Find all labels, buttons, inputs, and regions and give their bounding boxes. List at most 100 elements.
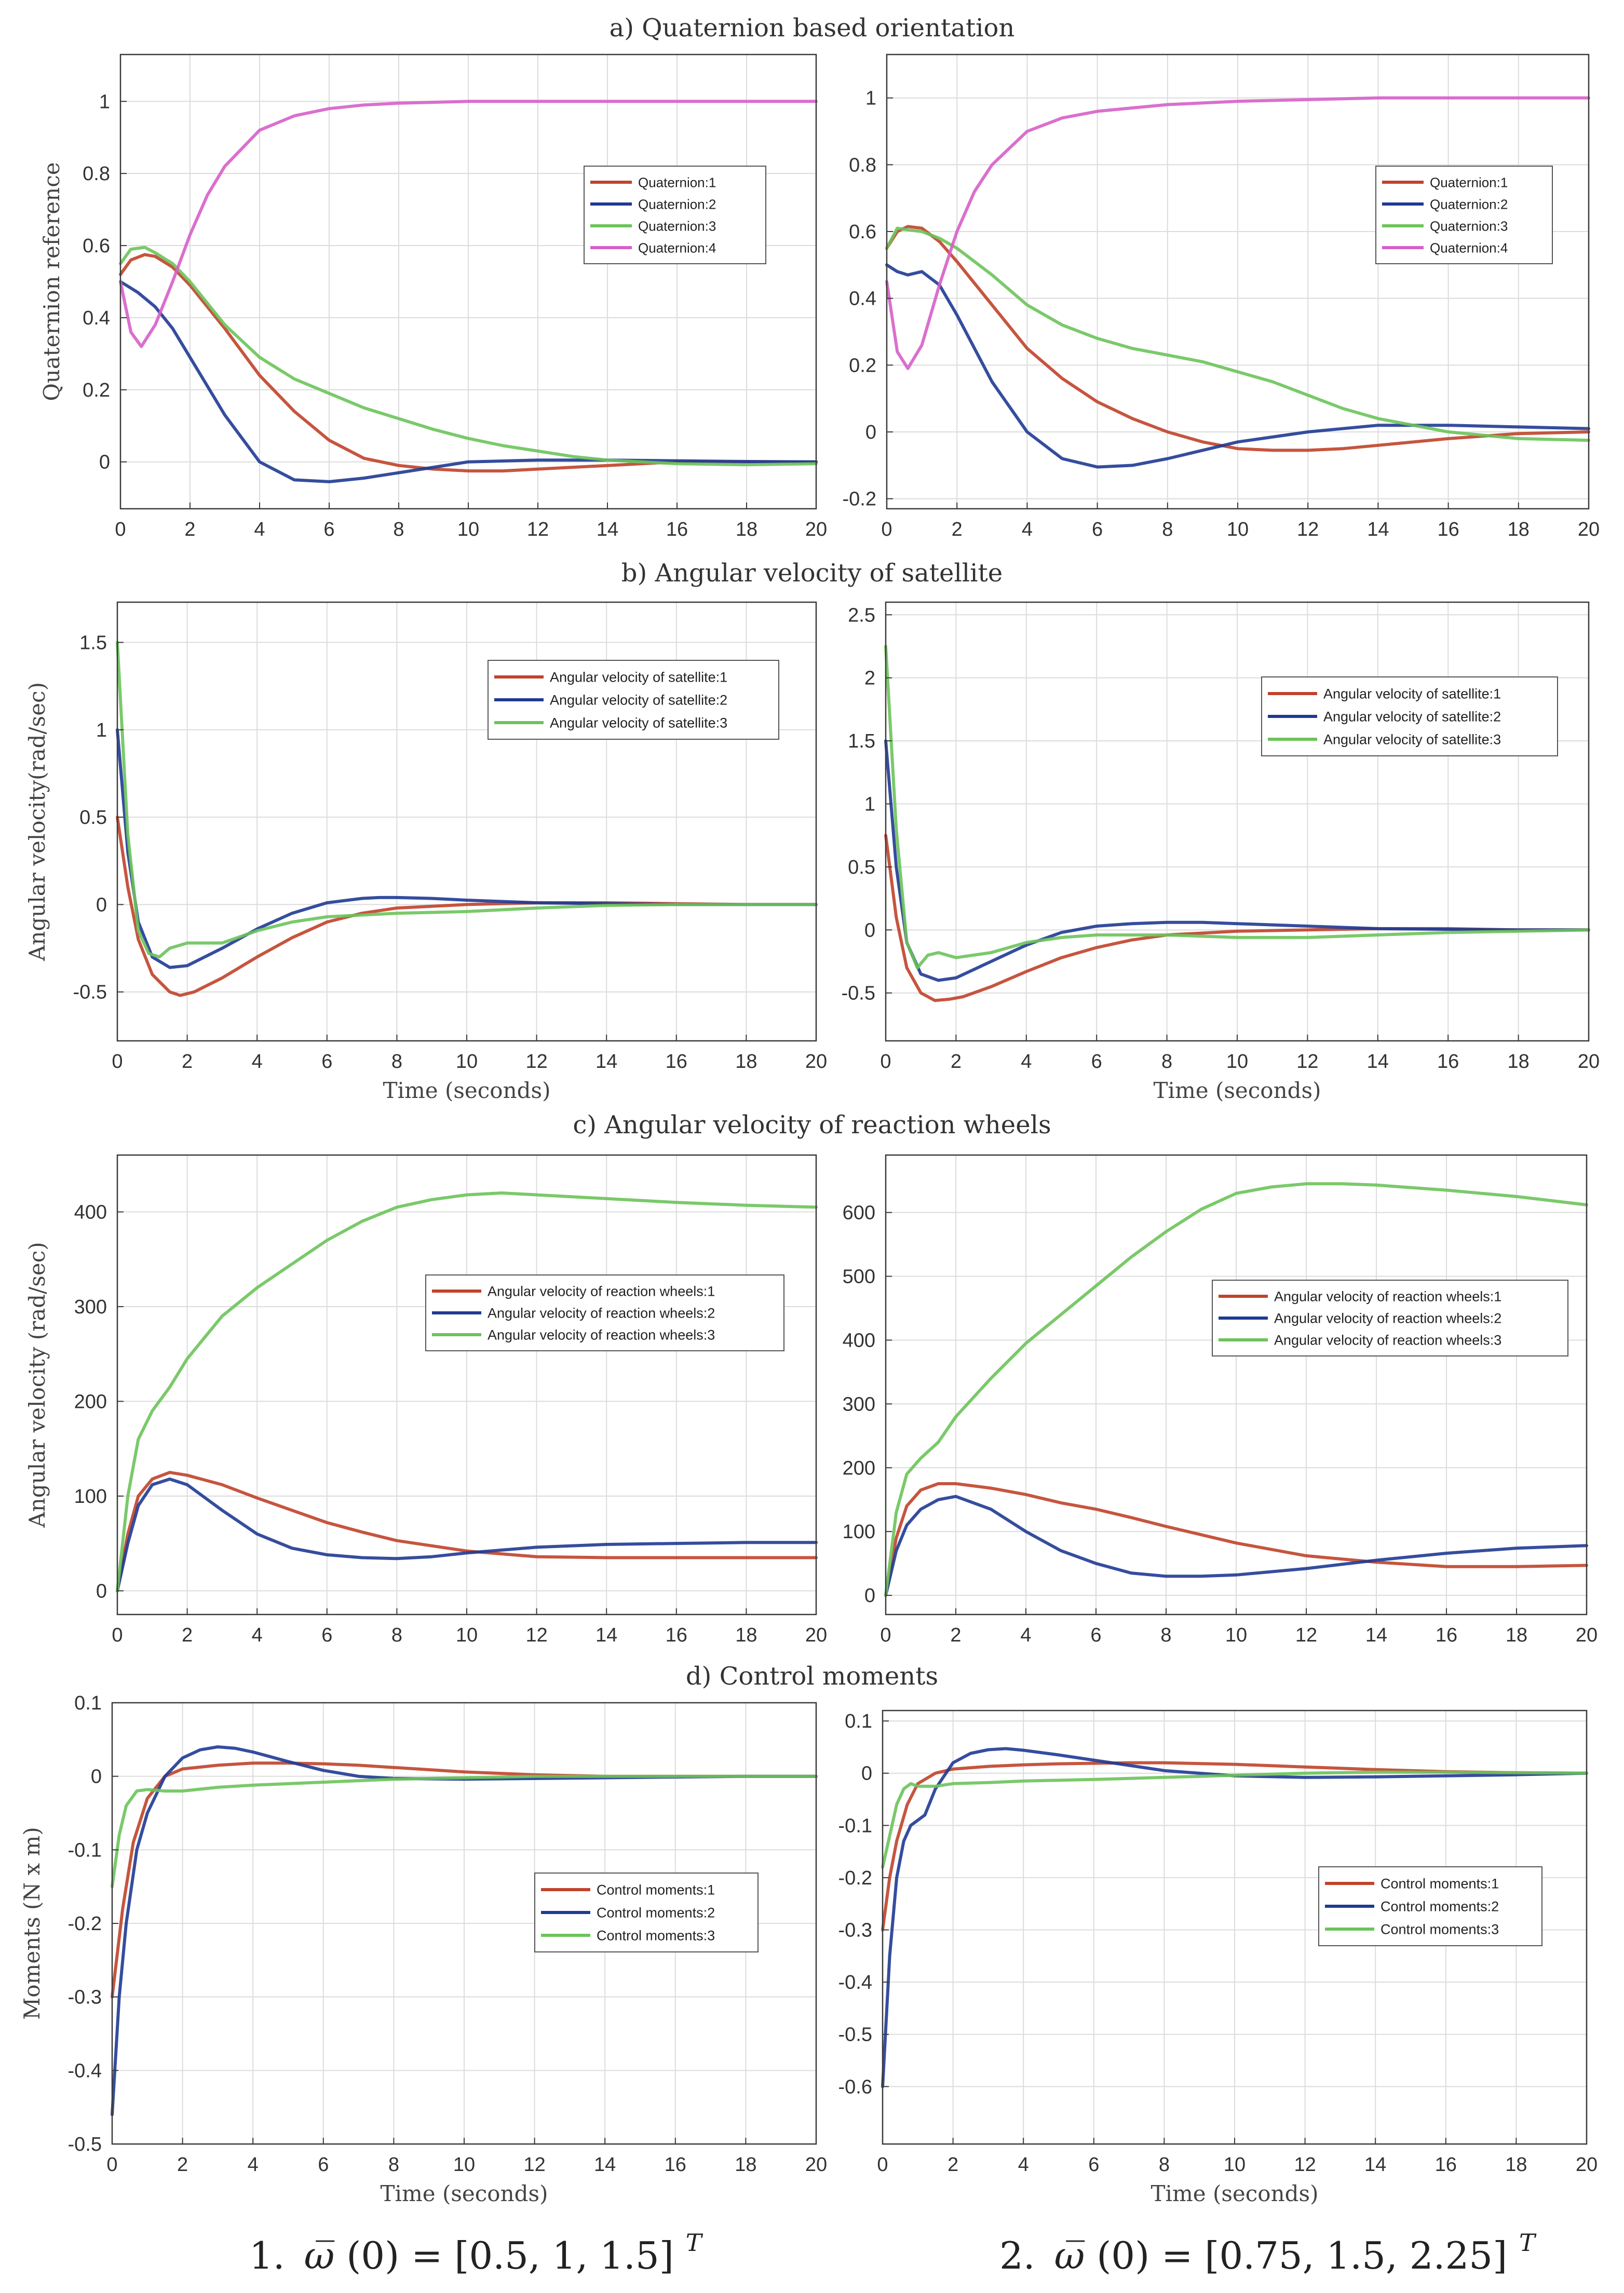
x-tick-label: 20 <box>1578 519 1600 540</box>
legend-label: Angular velocity of satellite:3 <box>550 715 727 731</box>
x-tick-label: 14 <box>1365 1624 1387 1646</box>
legend: Angular velocity of satellite:1 Angular v… <box>488 660 779 740</box>
legend-label: Quaternion:2 <box>638 196 716 212</box>
x-tick-label: 0 <box>115 519 126 540</box>
y-tick-label: 0.2 <box>83 379 110 401</box>
x-tick-label: 10 <box>1225 1624 1247 1646</box>
y-tick-label: -0.5 <box>73 982 107 1003</box>
x-tick-label: 16 <box>1435 2154 1457 2176</box>
x-tick-label: 8 <box>391 1624 402 1646</box>
y-tick-label: 200 <box>843 1457 875 1479</box>
series-line-3 <box>884 1182 1588 1597</box>
x-tick-label: 0 <box>880 1051 891 1073</box>
x-tick-label: 20 <box>1576 2154 1598 2176</box>
series-line-3 <box>111 1774 818 1889</box>
x-tick-label: 16 <box>1437 519 1459 540</box>
y-tick-label: 0 <box>865 422 876 443</box>
x-tick-label: 16 <box>1437 1051 1459 1073</box>
x-tick-label: 8 <box>1161 1051 1172 1073</box>
chart-d1: 0 2 4 6 8 10 12 14 16 18 20 -0.5 -0.4 -0.3 -0.2 -0.1 0 0.… <box>19 1692 827 2206</box>
legend-label: Angular velocity of reaction wheels:2 <box>1274 1311 1501 1326</box>
x-tick-label: 18 <box>1508 519 1530 540</box>
series-line-2 <box>884 739 1590 982</box>
x-tick-label: 14 <box>594 2154 616 2176</box>
legend-label: Quaternion:4 <box>1430 240 1508 255</box>
series-line-1 <box>116 1471 818 1593</box>
x-tick-label: 4 <box>1018 2154 1029 2176</box>
series-line-2 <box>885 263 1590 469</box>
x-axis-label: Time (seconds) <box>1151 2181 1319 2206</box>
x-tick-label: 18 <box>735 2154 756 2176</box>
x-tick-label: 20 <box>805 1624 827 1646</box>
y-tick-label: 1.5 <box>79 632 107 654</box>
x-tick-label: 14 <box>596 1624 617 1646</box>
legend-label: Angular velocity of satellite:2 <box>1323 709 1501 725</box>
x-tick-label: 2 <box>177 2154 188 2176</box>
legend: Quaternion:1 Quaternion:2 Quaternion:3 Quat… <box>1375 166 1553 264</box>
y-tick-label: 0.6 <box>849 221 876 243</box>
x-tick-label: 20 <box>805 519 827 540</box>
y-tick-label: 300 <box>74 1296 107 1318</box>
chart-a2: 0 2 4 6 8 10 12 14 16 18 20-0.200.20.40.60.81Quate… <box>843 53 1600 540</box>
legend-label: Control moments:1 <box>597 1882 715 1898</box>
x-axis-label: Time (seconds) <box>1154 1078 1321 1103</box>
x-tick-label: 4 <box>1021 1051 1032 1073</box>
x-tick-label: 14 <box>1367 1051 1389 1073</box>
x-tick-label: 12 <box>525 1624 547 1646</box>
section-title-b: b) Angular velocity of satellite <box>621 559 1003 588</box>
y-tick-label: -0.6 <box>838 2076 872 2098</box>
y-axis-label: Angular velocity (rad/sec) <box>24 1242 50 1528</box>
x-tick-label: 10 <box>1226 1051 1248 1073</box>
chart-c2: 0 2 4 6 8 10 12 14 16 18 200100200300400500600Angu… <box>843 1154 1598 1646</box>
y-tick-label: -0.5 <box>842 983 875 1005</box>
y-tick-label: 2 <box>864 668 875 689</box>
x-tick-label: 4 <box>1020 1624 1031 1646</box>
series-line-1 <box>119 253 818 473</box>
caption-right-number: 2. <box>999 2234 1035 2277</box>
x-tick-label: 4 <box>252 1624 263 1646</box>
x-axis-label: Time (seconds) <box>383 1078 551 1103</box>
x-tick-label: 0 <box>880 1624 891 1646</box>
legend-box <box>1212 1280 1568 1356</box>
x-tick-label: 16 <box>666 1624 687 1646</box>
caption-right: 2. ω̅ (0) = [0.75, 1.5, 2.25] T <box>999 2229 1537 2277</box>
x-tick-label: 8 <box>1160 1624 1171 1646</box>
x-tick-label: 0 <box>112 1624 123 1646</box>
legend: Control moments:1 Control moments:2 Contro… <box>534 1873 759 1952</box>
y-tick-label: 1 <box>864 794 875 816</box>
x-tick-label: 6 <box>321 1624 332 1646</box>
caption-left-superscript: T <box>686 2229 703 2257</box>
legend-label: Angular velocity of satellite:1 <box>1323 686 1501 702</box>
x-tick-label: 0 <box>106 2154 117 2176</box>
y-tick-label: 400 <box>74 1201 107 1223</box>
legend-label: Quaternion:4 <box>638 240 716 255</box>
x-tick-label: 12 <box>525 1051 547 1073</box>
y-tick-label: -0.4 <box>68 2060 102 2082</box>
x-tick-label: 14 <box>597 519 618 540</box>
x-tick-label: 16 <box>666 519 688 540</box>
y-tick-label: -0.3 <box>68 1987 102 2009</box>
x-tick-label: 10 <box>1227 519 1249 540</box>
y-tick-label: -0.5 <box>838 2024 872 2046</box>
series-line-3 <box>116 641 818 959</box>
chart-a1: 0 2 4 6 8 10 12 14 16 18 20 0 0.2 0.4 0.6 0.8 1 Quaternio… <box>39 53 827 540</box>
x-tick-label: 12 <box>1294 2154 1316 2176</box>
x-tick-label: 20 <box>1578 1051 1600 1073</box>
caption-left-value: [0.5, 1, 1.5] <box>454 2234 674 2277</box>
caption-left-number: 1. <box>249 2234 285 2277</box>
x-tick-label: 2 <box>184 519 195 540</box>
x-tick-label: 2 <box>950 1624 961 1646</box>
chart-b2: 0 2 4 6 8 10 12 14 16 18 20 -0.5 0 0.5 1 1.5 2 2.5 Time (s… <box>842 601 1600 1103</box>
series-line-2 <box>116 728 818 969</box>
chart-d2: 0 2 4 6 8 10 12 14 16 18 20 -0.6 -0.5 -0.4 -0.3 -0.2 -0.… <box>838 1709 1598 2206</box>
caption-left-symbol: ω̅ <box>304 2234 335 2277</box>
series-line-4 <box>119 100 818 348</box>
x-tick-label: 2 <box>182 1051 193 1073</box>
x-tick-label: 10 <box>456 1051 478 1073</box>
legend-label: Control moments:3 <box>597 1928 715 1944</box>
y-tick-label: 0 <box>864 1585 875 1607</box>
x-tick-label: 12 <box>1296 1051 1318 1073</box>
x-tick-label: 12 <box>1295 1624 1317 1646</box>
